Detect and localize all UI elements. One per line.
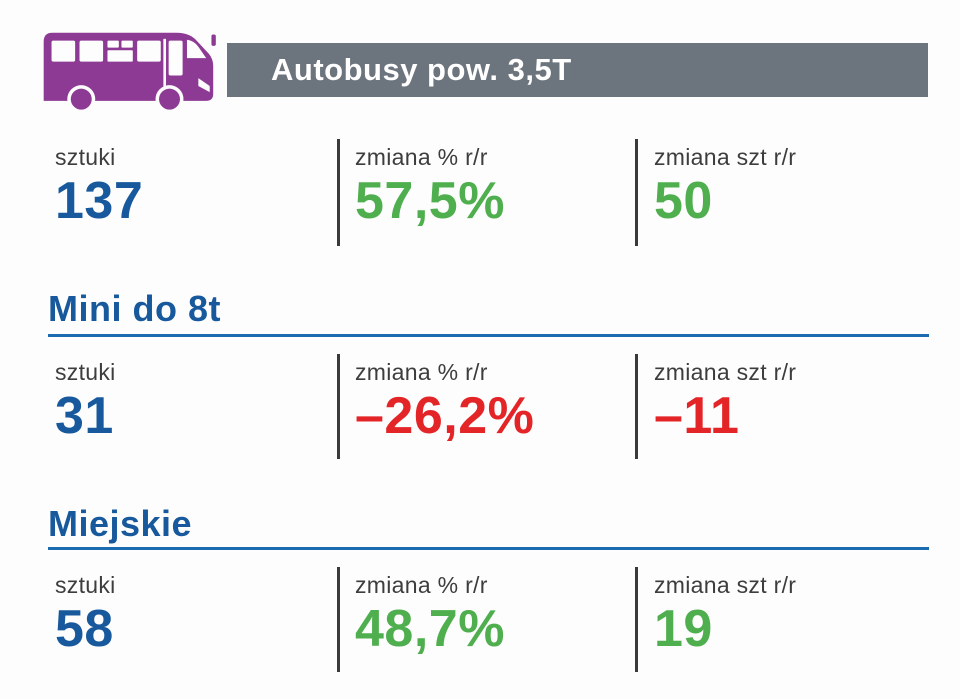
- change-units-value: 50: [654, 171, 713, 230]
- units-label: sztuki: [55, 359, 116, 385]
- change-percent-value: 57,5%: [355, 171, 505, 230]
- stat-change-percent: zmiana % r/r 57,5%: [340, 139, 635, 246]
- units-label: sztuki: [55, 572, 116, 598]
- units-label: sztuki: [55, 144, 116, 170]
- change-percent-label: zmiana % r/r: [355, 359, 488, 385]
- stat-change-percent: zmiana % r/r 48,7%: [340, 567, 635, 672]
- divider: [635, 139, 638, 246]
- bus-icon: [38, 24, 218, 114]
- divider: [337, 139, 340, 246]
- stat-units: sztuki 31: [55, 354, 337, 459]
- change-units-value: 19: [654, 599, 713, 658]
- change-units-value: –11: [654, 386, 740, 445]
- change-units-label: zmiana szt r/r: [654, 144, 797, 170]
- change-percent-label: zmiana % r/r: [355, 144, 488, 170]
- stat-change-percent: zmiana % r/r –26,2%: [340, 354, 635, 459]
- change-percent-value: 48,7%: [355, 599, 505, 658]
- stats-row-mini-do-8t: sztuki 31 zmiana % r/r –26,2% zmiana szt…: [55, 354, 796, 459]
- divider: [635, 354, 638, 459]
- change-percent-label: zmiana % r/r: [355, 572, 488, 598]
- stats-row-total: sztuki 137 zmiana % r/r 57,5% zmiana szt…: [55, 139, 796, 246]
- section-title-miejskie: Miejskie: [48, 503, 193, 544]
- stat-units: sztuki 137: [55, 139, 337, 246]
- change-units-label: zmiana szt r/r: [654, 359, 797, 385]
- page-title: Autobusy pow. 3,5T: [271, 52, 572, 87]
- divider: [337, 354, 340, 459]
- section-rule: [48, 334, 929, 337]
- section-rule: [48, 547, 929, 550]
- stat-units: sztuki 58: [55, 567, 337, 672]
- divider: [337, 567, 340, 672]
- title-bar: Autobusy pow. 3,5T: [227, 43, 928, 97]
- units-value: 137: [55, 171, 144, 230]
- stat-change-units: zmiana szt r/r 19: [638, 567, 796, 672]
- stat-change-units: zmiana szt r/r –11: [638, 354, 796, 459]
- units-value: 58: [55, 599, 114, 658]
- stat-change-units: zmiana szt r/r 50: [638, 139, 796, 246]
- stats-row-miejskie: sztuki 58 zmiana % r/r 48,7% zmiana szt …: [55, 567, 796, 672]
- divider: [635, 567, 638, 672]
- units-value: 31: [55, 386, 114, 445]
- change-units-label: zmiana szt r/r: [654, 572, 797, 598]
- change-percent-value: –26,2%: [355, 386, 535, 445]
- section-title-mini-do-8t: Mini do 8t: [48, 288, 221, 329]
